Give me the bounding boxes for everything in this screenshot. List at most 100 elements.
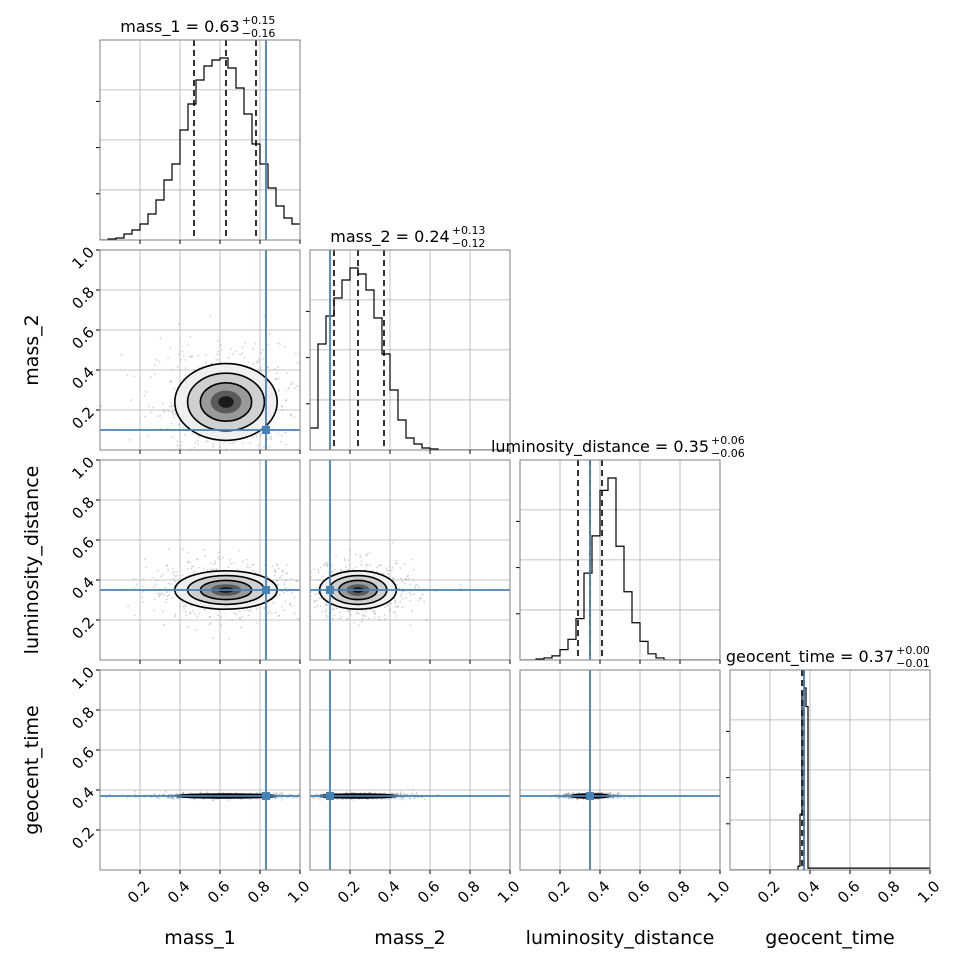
sample-point xyxy=(373,616,376,619)
sample-point xyxy=(395,792,398,795)
sample-point xyxy=(184,434,187,437)
x-tick-label: 0.8 xyxy=(874,877,904,907)
sample-point xyxy=(325,433,327,435)
sample-point xyxy=(227,637,230,640)
y-tick-label: 0.8 xyxy=(68,493,98,523)
sample-point xyxy=(172,404,175,407)
sample-point xyxy=(402,798,405,801)
sample-point xyxy=(164,790,167,793)
sample-point xyxy=(243,609,246,612)
sample-point xyxy=(369,564,372,567)
sample-point xyxy=(384,617,386,620)
sample-point xyxy=(170,405,173,408)
sample-point xyxy=(208,623,211,626)
sample-point xyxy=(568,793,571,795)
panel-frame xyxy=(309,249,511,451)
sample-point xyxy=(617,792,620,795)
sample-point xyxy=(274,796,277,799)
sample-point xyxy=(277,366,279,369)
sample-point xyxy=(220,616,223,619)
sample-point xyxy=(404,597,407,600)
sample-point xyxy=(335,554,337,557)
sample-point xyxy=(387,569,390,572)
sample-point xyxy=(395,615,398,617)
sample-point xyxy=(162,610,164,613)
sample-point xyxy=(295,580,298,583)
sample-point xyxy=(244,341,247,344)
sample-point xyxy=(386,604,389,606)
sample-point xyxy=(167,356,169,359)
sample-point xyxy=(337,798,339,801)
sample-point xyxy=(268,371,271,373)
x-tick-label: 1.0 xyxy=(284,877,314,907)
sample-point xyxy=(570,797,573,800)
sample-point xyxy=(212,443,215,446)
sample-point xyxy=(176,797,179,799)
sample-point xyxy=(283,581,286,584)
sample-point xyxy=(399,566,402,569)
sample-point xyxy=(314,593,316,596)
sample-point xyxy=(237,549,240,552)
sample-point xyxy=(295,580,298,582)
sample-point xyxy=(185,614,188,617)
sample-point xyxy=(172,797,174,800)
sample-point xyxy=(159,337,162,340)
sample-point xyxy=(366,563,369,566)
sample-point xyxy=(222,791,225,794)
sample-point xyxy=(282,609,285,612)
sample-point xyxy=(397,796,400,799)
sample-point xyxy=(334,568,336,571)
sample-point xyxy=(459,584,462,586)
sample-point xyxy=(209,622,212,625)
sample-point xyxy=(260,434,263,436)
sample-point xyxy=(568,796,570,799)
sample-point xyxy=(576,798,579,801)
sample-point xyxy=(178,322,180,325)
sample-point xyxy=(595,798,598,801)
sample-point xyxy=(566,793,569,796)
cell-content xyxy=(100,670,307,870)
sample-point xyxy=(286,796,288,799)
truth-marker xyxy=(262,426,270,434)
sample-point xyxy=(409,793,412,796)
sample-point xyxy=(174,412,177,415)
sample-point xyxy=(193,570,196,573)
sample-point xyxy=(305,795,307,797)
sample-point xyxy=(132,578,135,580)
sample-point xyxy=(386,569,389,572)
sample-point xyxy=(173,797,176,800)
sample-point xyxy=(275,792,278,795)
sample-point xyxy=(407,574,409,577)
cell-content xyxy=(310,460,510,660)
sample-point xyxy=(246,478,248,480)
sample-point xyxy=(390,797,393,800)
sample-point xyxy=(374,612,377,615)
sample-point xyxy=(609,796,612,799)
x-tick-label: 0.6 xyxy=(414,877,444,907)
sample-point xyxy=(350,798,353,801)
sample-point xyxy=(373,610,376,613)
sample-point xyxy=(181,350,184,353)
sample-point xyxy=(278,388,281,391)
sample-point xyxy=(209,616,211,618)
sample-point xyxy=(167,582,170,585)
sample-point xyxy=(386,604,389,607)
sample-point xyxy=(617,793,620,796)
sample-point xyxy=(410,558,413,561)
sample-point xyxy=(194,613,197,615)
sample-point xyxy=(212,799,214,801)
sample-point xyxy=(372,569,374,572)
sample-point xyxy=(290,383,292,386)
sample-point xyxy=(193,446,195,449)
sample-point xyxy=(182,791,185,794)
sample-point xyxy=(212,636,214,639)
sample-point xyxy=(395,583,398,586)
sample-point xyxy=(611,796,614,799)
sample-point xyxy=(295,796,298,799)
sample-point xyxy=(358,624,361,627)
sample-point xyxy=(565,793,568,796)
sample-point xyxy=(137,797,139,799)
sample-point xyxy=(315,424,317,426)
sample-point xyxy=(400,592,403,595)
sample-point xyxy=(165,601,168,604)
